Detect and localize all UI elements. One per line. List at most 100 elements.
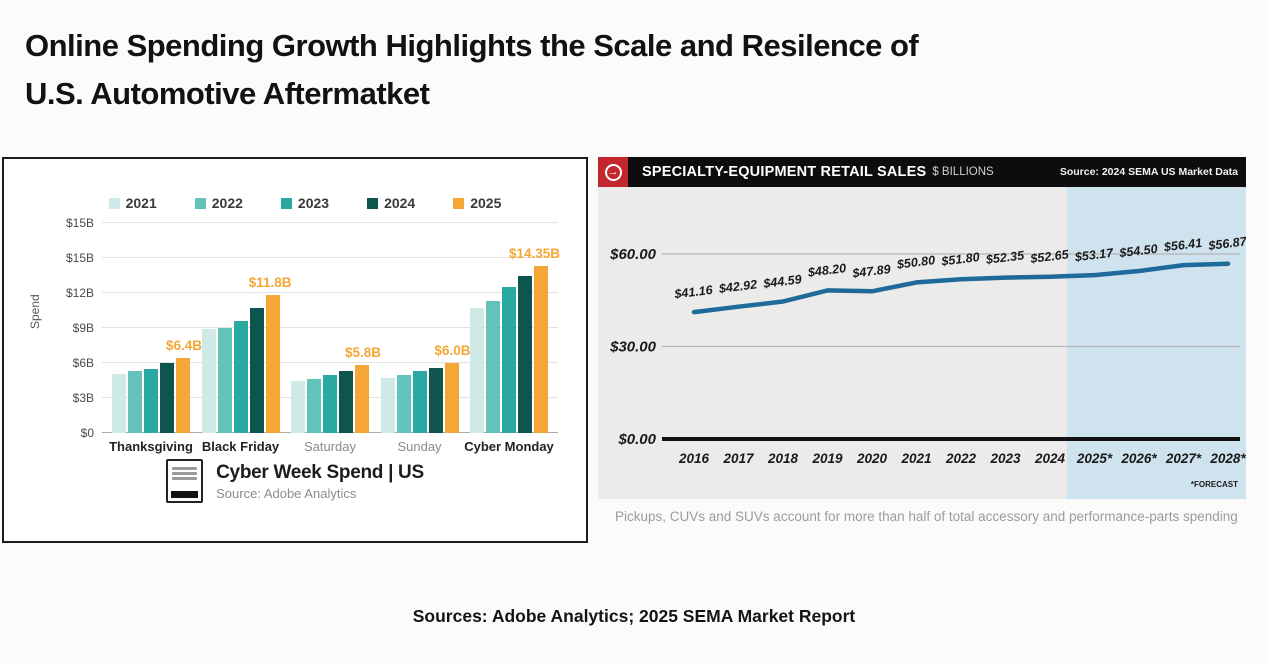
x-axis-category-label: Sunday <box>397 439 442 454</box>
bar-2025 <box>444 363 459 433</box>
legend-label: 2021 <box>125 195 157 211</box>
bar-chart-area: Spend $15B $15B $12B $9B $6B $3B $0 $6.4B Thanks… <box>22 216 562 469</box>
page-title: Online Spending Growth Highlights the Sc… <box>25 22 1175 118</box>
data-point-label: $51.80 <box>940 250 981 269</box>
bar-value-label: $5.8B <box>344 345 381 361</box>
x-axis-year-label: 2016 <box>678 451 710 466</box>
legend-swatch-icon <box>280 197 292 209</box>
bar-chart-legend: 2021 2022 2023 2024 2025 <box>44 195 566 211</box>
adobe-digital-insights-badge-icon <box>166 459 204 503</box>
x-axis-year-label: 2018 <box>767 451 799 466</box>
bar-2024 <box>428 367 443 433</box>
bar-value-label: $11.8B <box>248 275 292 291</box>
cyber-week-chart-card: 2021 2022 2023 2024 2025 Spend $15B $15B $12B $… <box>2 157 588 543</box>
sema-chart-panel: → SPECIALTY-EQUIPMENT RETAIL SALES $ BIL… <box>598 157 1246 524</box>
x-axis-year-label: 2023 <box>989 451 1021 466</box>
data-point-label: $44.59 <box>762 272 803 291</box>
x-axis-category-label: Thanksgiving <box>109 439 193 454</box>
bar-2024 <box>160 363 174 433</box>
legend-item-2023: 2023 <box>280 195 330 211</box>
legend-item-2022: 2022 <box>194 195 243 211</box>
x-axis-year-label: 2017 <box>722 451 755 466</box>
bar-chart-footer: Cyber Week Spend | US Source: Adobe Anal… <box>4 459 586 503</box>
gridline <box>102 362 558 363</box>
data-point-label: $50.80 <box>895 253 936 272</box>
bar-value-label: $6.0B <box>434 343 471 358</box>
line-chart-plot: $60.00 $30.00 $0.00 $41.16 $42.92 $44.59 $48.2… <box>598 187 1246 499</box>
data-point-label: $56.87 <box>1207 234 1246 253</box>
x-axis-year-label: 2026* <box>1120 451 1157 466</box>
bar-value-label: $6.4B <box>165 338 202 354</box>
gridline <box>102 292 558 293</box>
gridline <box>102 327 558 328</box>
bar-2025 <box>176 358 190 433</box>
data-point-label: $48.20 <box>806 261 847 280</box>
line-chart-svg: $60.00 $30.00 $0.00 $41.16 $42.92 $44.59$48.2… <box>609 234 1246 489</box>
legend-label: 2023 <box>297 195 330 211</box>
bar-chart-plot: $15B $15B $12B $9B $6B $3B $0 $6.4B Thanksgiving… <box>66 216 560 454</box>
bar-2024 <box>518 275 532 433</box>
bar-group-black-friday: $11.8B Black Friday <box>201 223 292 454</box>
bar-chart-title: Cyber Week Spend | US <box>216 461 424 483</box>
data-point-label: $56.41 <box>1162 236 1203 255</box>
y-axis-tick: $15B <box>65 251 94 265</box>
data-point-label: $52.65 <box>1029 247 1071 266</box>
page-title-line2: U.S. Automotive Aftermatket <box>25 76 430 112</box>
y-axis-tick: $15B <box>65 216 94 230</box>
legend-label: 2025 <box>470 195 502 211</box>
bar-2023 <box>144 368 158 433</box>
bar-2023 <box>323 374 337 433</box>
red-arrow-icon: → <box>598 157 628 187</box>
bar-2021 <box>291 380 305 433</box>
sources-footnote: Sources: Adobe Analytics; 2025 SEMA Mark… <box>412 606 856 626</box>
bar-value-label: $14.35B <box>508 245 560 261</box>
data-point-label: $41.16 <box>673 283 715 302</box>
x-axis-category-label: Cyber Monday <box>464 439 554 454</box>
bar-groups: $6.4B Thanksgiving $11.8B Black Friday $5.8B… <box>102 223 560 454</box>
legend-label: 2022 <box>211 195 243 211</box>
bar-chart-source: Source: Adobe Analytics <box>216 485 357 501</box>
x-axis-category-label: Saturday <box>303 439 357 454</box>
x-axis-year-label: 2020 <box>856 451 888 466</box>
forecast-note: *FORECAST <box>1191 480 1238 489</box>
legend-item-2024: 2024 <box>367 195 415 211</box>
sema-chart-caption: Pickups, CUVs and SUVs account for more … <box>615 509 1238 524</box>
sema-chart-header: → SPECIALTY-EQUIPMENT RETAIL SALES $ BIL… <box>598 157 1246 187</box>
bar-2022 <box>217 328 232 433</box>
x-axis-year-label: 2027* <box>1165 451 1202 466</box>
y-axis-tick: $9B <box>72 321 94 335</box>
legend-item-2021: 2021 <box>108 195 157 211</box>
x-axis-year-label: 2021 <box>900 451 931 466</box>
bar-group-thanksgiving: $6.4B Thanksgiving <box>109 223 202 454</box>
y-axis-tick: $6B <box>72 356 94 370</box>
x-axis-year-label: 2028* <box>1209 451 1246 466</box>
bar-2023 <box>412 371 427 433</box>
y-axis-tick: $30.00 <box>609 339 657 356</box>
bar-2022 <box>307 379 321 433</box>
bar-2023 <box>233 321 248 433</box>
bar-group-cyber-monday: $14.35B Cyber Monday <box>464 223 560 454</box>
bar-group-saturday: $5.8B Saturday <box>291 223 381 454</box>
y-axis-tick: $0 <box>80 426 94 440</box>
x-axis-category-label: Black Friday <box>201 439 280 454</box>
bar-2021 <box>470 308 484 433</box>
bar-2021 <box>201 329 216 433</box>
bar-2025 <box>534 265 548 433</box>
legend-swatch-icon <box>453 197 465 209</box>
bar-group-sunday: $6.0B Sunday <box>380 223 471 454</box>
y-axis-tick: $0.00 <box>617 431 656 448</box>
sema-chart-units: $ BILLIONS <box>932 166 994 178</box>
bar-2021 <box>380 378 395 433</box>
bar-2022 <box>128 371 142 433</box>
bar-2023 <box>502 287 516 433</box>
y-axis-tick: $3B <box>72 391 94 405</box>
bar-2024 <box>249 308 264 433</box>
sema-chart-source: Source: 2024 SEMA US Market Data <box>1059 166 1238 178</box>
data-point-label: $42.92 <box>717 277 758 296</box>
gridline <box>102 222 558 223</box>
data-point-label: $54.50 <box>1118 242 1159 261</box>
page-title-line1: Online Spending Growth Highlights the Sc… <box>25 28 919 63</box>
data-point-label: $47.89 <box>851 262 892 281</box>
bar-2024 <box>339 371 353 433</box>
legend-item-2025: 2025 <box>453 195 501 211</box>
